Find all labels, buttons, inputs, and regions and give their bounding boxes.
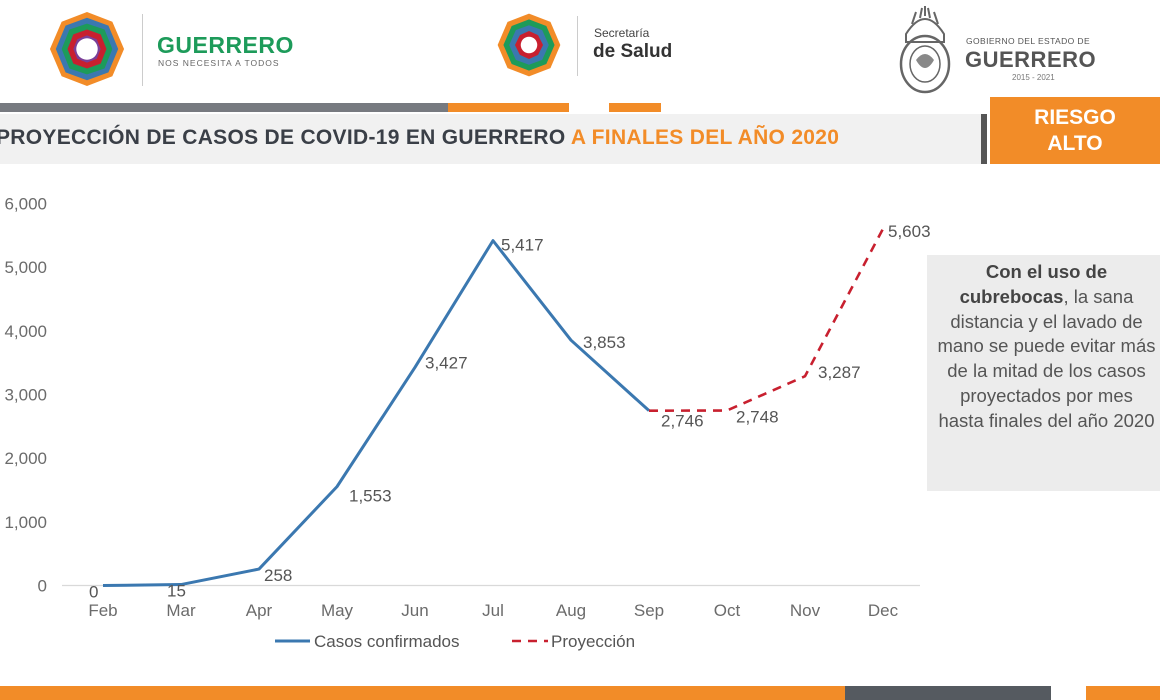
data-label: 3,287 (818, 363, 861, 382)
x-tick-label: Feb (88, 601, 117, 620)
government-years: 2015 - 2021 (1012, 73, 1055, 82)
risk-line-1: RIESGO (1034, 105, 1116, 129)
data-label: 2,746 (661, 412, 704, 431)
data-label: 5,603 (888, 222, 931, 241)
x-tick-label: Nov (790, 601, 821, 620)
state-crest-icon (899, 6, 951, 94)
footer-bar (0, 686, 845, 700)
series-lines (102, 228, 885, 587)
x-tick-label: Mar (166, 601, 196, 620)
title-band (0, 114, 987, 164)
covid-projection-chart: 0 1,000 2,000 3,000 4,000 5,000 6,000 Feb Mar Ap… (4, 195, 931, 652)
divider-bar (609, 103, 661, 112)
footer-bar (1086, 686, 1160, 700)
data-label: 258 (264, 566, 292, 585)
x-tick-label: Dec (868, 601, 899, 620)
x-tick-label: Aug (556, 601, 586, 620)
title-band-edge (0, 114, 987, 164)
risk-line-2: ALTO (1047, 131, 1103, 155)
data-label: 3,853 (583, 333, 626, 352)
data-label: 5,417 (501, 236, 544, 255)
data-label: 2,748 (736, 408, 779, 427)
data-label: 15 (167, 582, 186, 601)
x-tick-label: Sep (634, 601, 664, 620)
x-tick-label: May (321, 601, 354, 620)
header-separator (142, 14, 143, 86)
y-tick-label: 1,000 (4, 513, 47, 532)
page-title: PROYECCIÓN DE CASOS DE COVID-19 EN GUERR… (0, 126, 839, 150)
divider-bar (448, 103, 569, 112)
x-tick-label: Jul (482, 601, 504, 620)
guerrero-logo (49, 11, 125, 87)
note-box: Con el uso de cubrebocas, la sana distan… (927, 255, 1160, 491)
legend-label-projection: Proyección (551, 632, 635, 651)
title-highlight: A FINALES DEL AÑO 2020 (570, 126, 840, 149)
secretaria-name: de Salud (593, 41, 673, 62)
note-text: , la sana distancia y el lavado de mano … (937, 285, 1156, 431)
note-bold: Con el uso de cubrebocas (959, 261, 1108, 307)
header-separator (577, 16, 578, 76)
government-label: GOBIERNO DEL ESTADO DE (966, 36, 1091, 46)
data-labels: 0 15 258 1,553 3,427 5,417 3,853 2,746 2,748 3,28… (89, 222, 931, 602)
government-name: GUERRERO (965, 47, 1097, 72)
legend-label-confirmed: Casos confirmados (314, 632, 460, 651)
title-main: PROYECCIÓN DE CASOS DE COVID-19 EN GUERR… (0, 126, 571, 149)
brand-slogan: NOS NECESITA A TODOS (158, 58, 280, 68)
x-axis: Feb Mar Apr May Jun Jul Aug Sep Oct Nov Dec (88, 601, 898, 620)
data-label: 3,427 (425, 353, 468, 372)
series-line-confirmed (102, 239, 651, 587)
y-tick-label: 6,000 (4, 195, 47, 214)
divider-bar (0, 103, 448, 112)
x-tick-label: Jun (401, 601, 428, 620)
series-line-projection (648, 228, 885, 412)
y-tick-label: 3,000 (4, 386, 47, 405)
x-tick-label: Apr (246, 601, 273, 620)
y-tick-label: 4,000 (4, 322, 47, 341)
footer-bar (845, 686, 1051, 700)
y-tick-label: 2,000 (4, 449, 47, 468)
legend: Casos confirmados Proyección (275, 632, 635, 651)
secretaria-logo (497, 13, 561, 77)
y-tick-label: 0 (38, 577, 47, 596)
y-axis: 0 1,000 2,000 3,000 4,000 5,000 6,000 (4, 195, 47, 596)
y-tick-label: 5,000 (4, 258, 47, 277)
x-tick-label: Oct (714, 601, 741, 620)
data-label: 1,553 (349, 487, 392, 506)
risk-badge: RIESGO ALTO (990, 97, 1160, 164)
data-label: 0 (89, 583, 98, 602)
brand-name: GUERRERO (157, 32, 294, 58)
secretaria-label: Secretaría (594, 26, 650, 40)
